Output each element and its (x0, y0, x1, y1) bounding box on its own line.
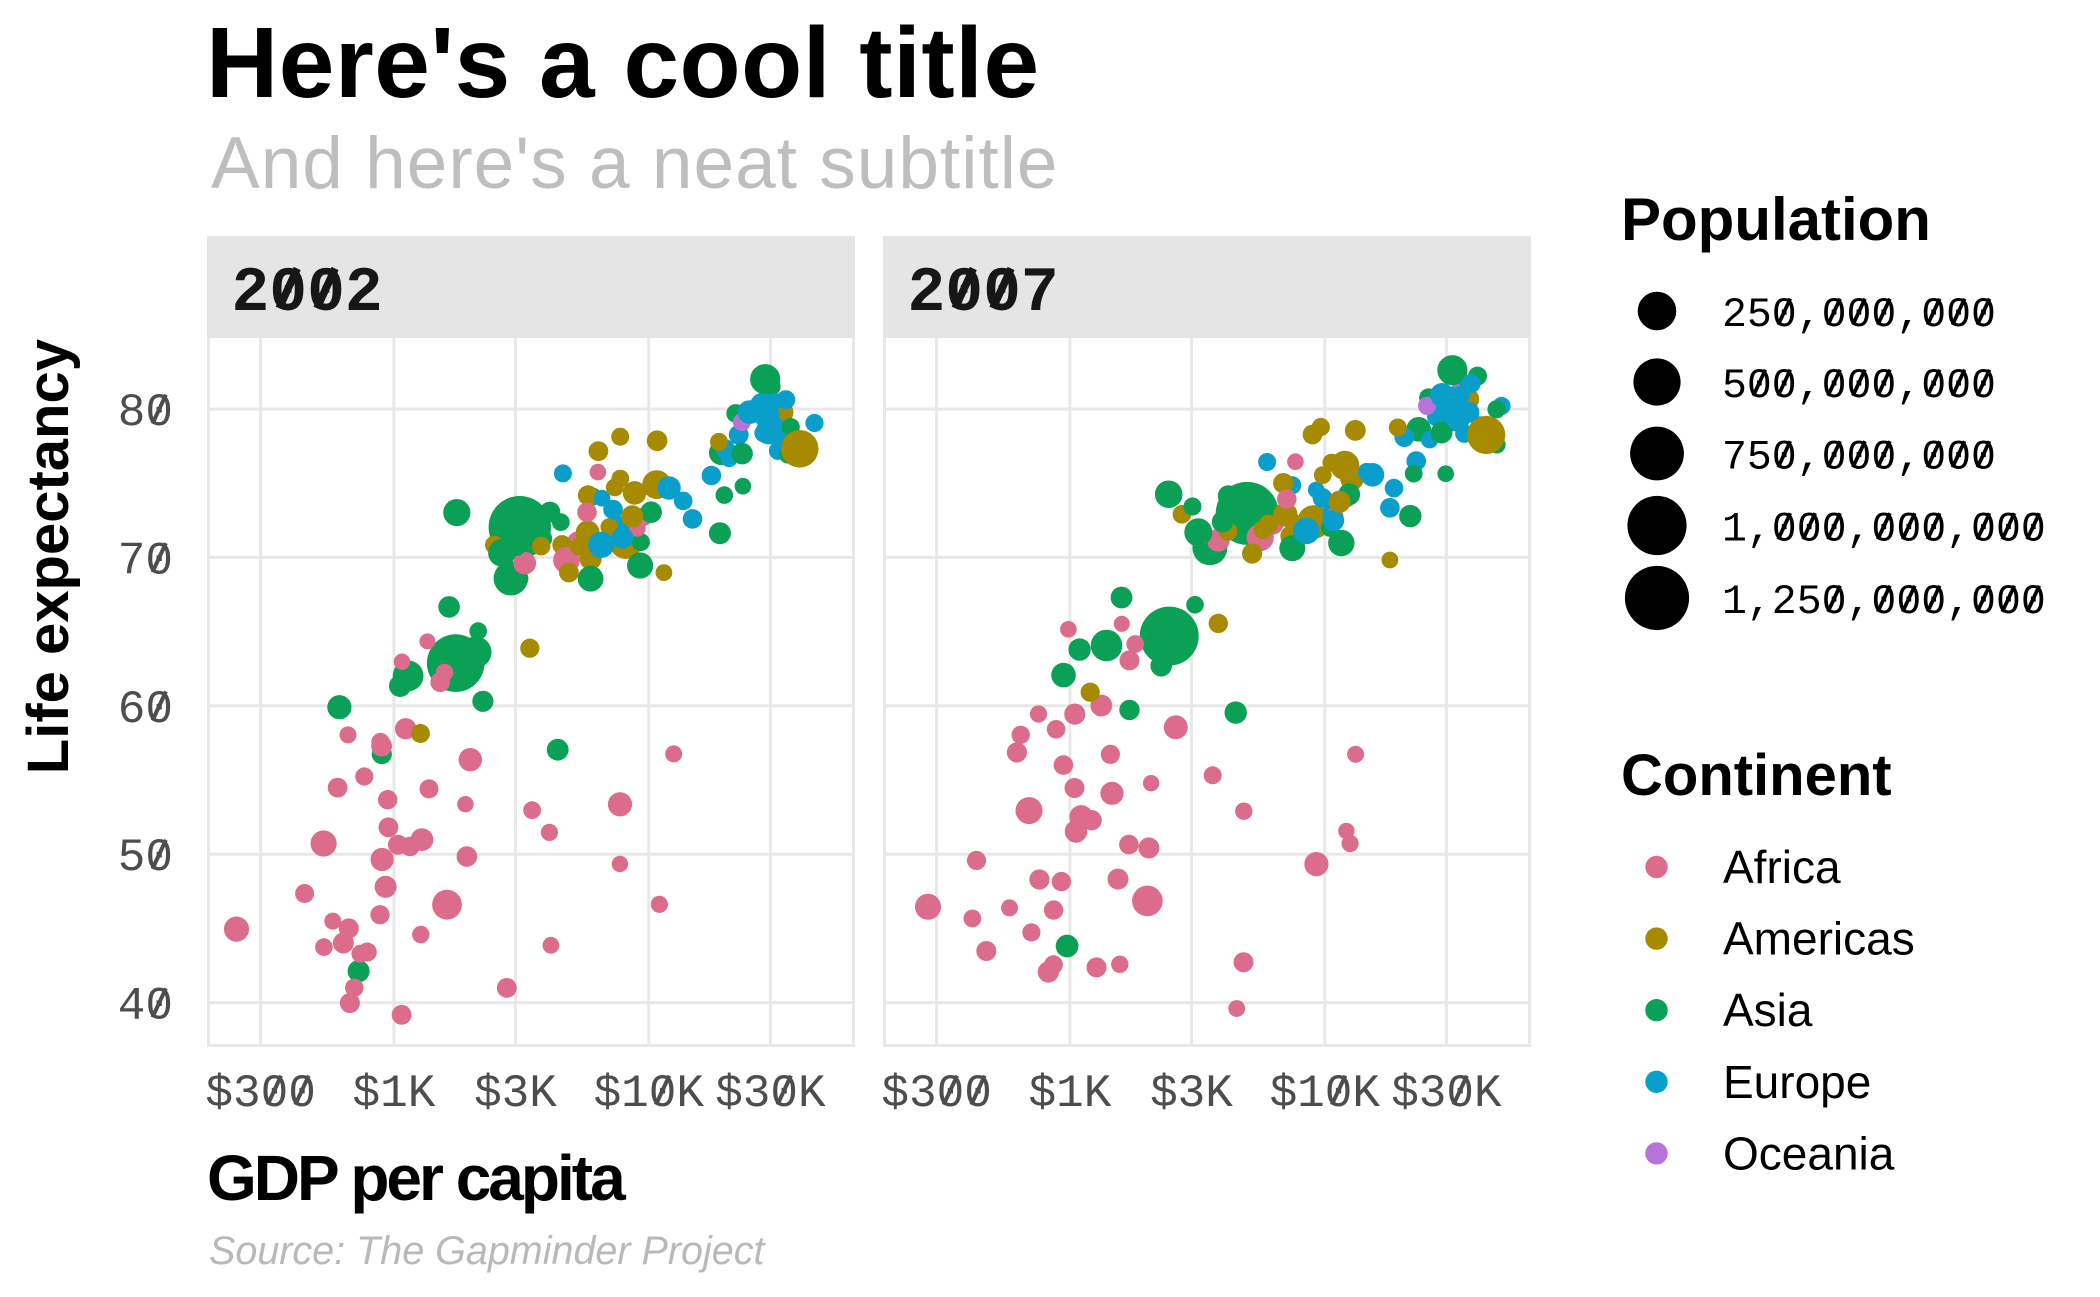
svg-text:Asia: Asia (1723, 984, 1813, 1036)
svg-text:$3K: $3K (1150, 1068, 1233, 1120)
svg-text:Here's a cool title: Here's a cool title (206, 7, 1040, 119)
svg-text:$3K: $3K (474, 1068, 557, 1120)
svg-text:$10K: $10K (594, 1068, 705, 1120)
svg-text:Africa: Africa (1723, 841, 1841, 893)
svg-text:And here's a neat subtitle: And here's a neat subtitle (211, 123, 1059, 204)
svg-text:Population: Population (1621, 186, 1931, 253)
svg-text:2002: 2002 (232, 258, 383, 329)
svg-text:$300: $300 (881, 1068, 991, 1120)
svg-text:$30K: $30K (1391, 1068, 1502, 1120)
svg-text:Americas: Americas (1723, 913, 1915, 965)
svg-text:$300: $300 (205, 1068, 315, 1120)
svg-text:2007: 2007 (908, 258, 1059, 329)
svg-text:Life expectancy: Life expectancy (16, 339, 81, 774)
svg-text:Oceania: Oceania (1723, 1127, 1895, 1179)
svg-text:Europe: Europe (1723, 1056, 1871, 1108)
svg-text:$1K: $1K (352, 1068, 435, 1120)
svg-text:Continent: Continent (1621, 743, 1892, 808)
svg-text:$30K: $30K (715, 1068, 826, 1120)
svg-text:$1K: $1K (1028, 1068, 1111, 1120)
svg-text:$10K: $10K (1270, 1068, 1381, 1120)
svg-text:GDP per capita: GDP per capita (207, 1142, 626, 1214)
svg-text:Source: The Gapminder Project: Source: The Gapminder Project (209, 1229, 766, 1273)
